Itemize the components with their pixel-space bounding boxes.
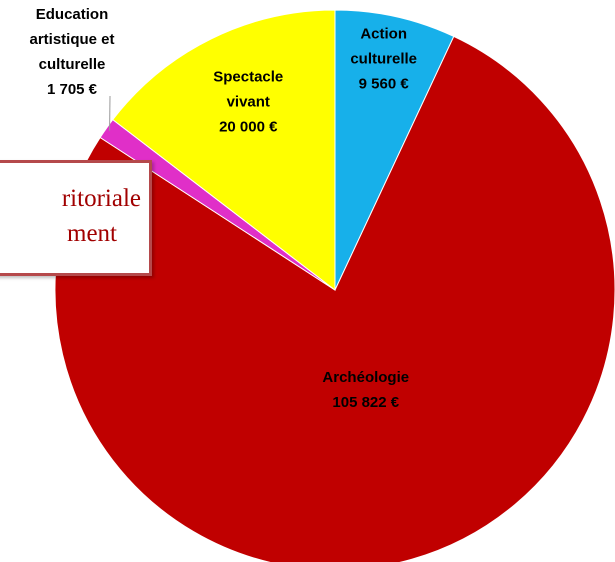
slice-label: Archéologie 105 822 € — [296, 365, 436, 415]
pie-slice — [112, 9, 336, 292]
callout-text: ritoriale — [61, 185, 141, 212]
slice-category: Archéologie — [322, 368, 410, 386]
slice-category: Action culturelle — [350, 25, 418, 68]
slice-label: Spectacle vivant 20 000 € — [209, 65, 287, 140]
slice-label: Education artistique et culturelle 1 705 … — [17, 2, 127, 102]
slice-value: 20 000 € — [219, 118, 278, 136]
slice-category: Spectacle vivant — [213, 68, 284, 111]
slice-label: Action culturelle 9 560 € — [339, 22, 429, 97]
slice-category: Education artistique et culturelle — [29, 6, 115, 73]
slice-value: 1 705 € — [46, 81, 98, 98]
slice-value: 9 560 € — [358, 75, 409, 93]
callout-text: ment — [67, 220, 117, 247]
pie-slice — [54, 35, 615, 562]
callout-box: ritoriale ment — [0, 160, 152, 276]
slice-value: 105 822 € — [332, 393, 400, 411]
pie-slice — [334, 9, 455, 291]
